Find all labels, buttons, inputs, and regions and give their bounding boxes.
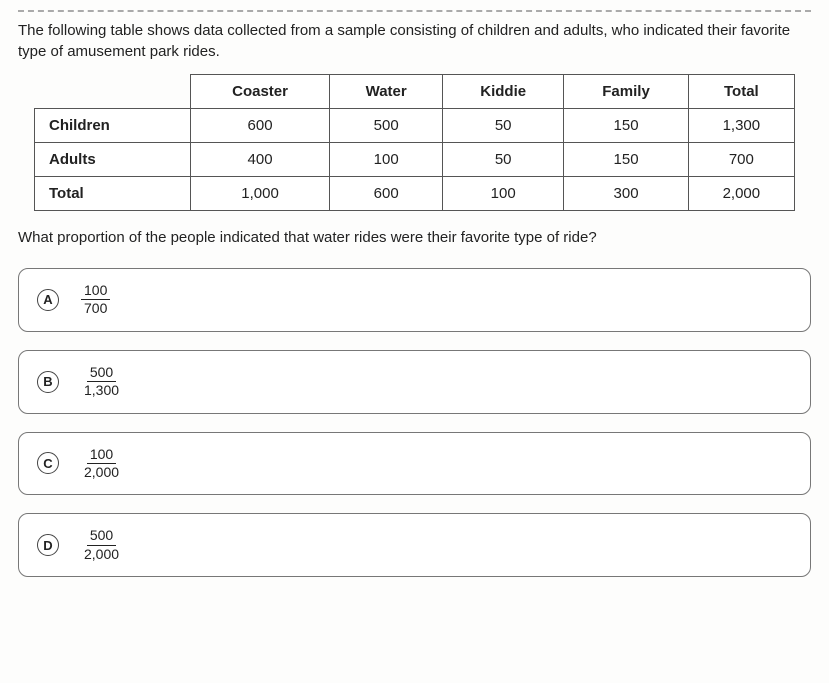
row-label: Children — [35, 109, 191, 143]
data-table: Coaster Water Kiddie Family Total Childr… — [34, 74, 795, 211]
table-row: Children 600 500 50 150 1,300 — [35, 109, 795, 143]
data-table-container: Coaster Water Kiddie Family Total Childr… — [18, 74, 811, 211]
table-cell: 150 — [564, 109, 688, 143]
fraction-denominator: 2,000 — [81, 546, 122, 562]
table-row: Adults 400 100 50 150 700 — [35, 143, 795, 177]
table-cell: 50 — [443, 143, 564, 177]
option-letter: C — [37, 452, 59, 474]
table-corner-cell — [35, 75, 191, 109]
option-a[interactable]: A 100 700 — [18, 268, 811, 332]
option-fraction: 100 700 — [81, 283, 110, 317]
fraction-denominator: 700 — [81, 300, 110, 316]
table-cell: 700 — [688, 143, 794, 177]
col-header: Coaster — [190, 75, 329, 109]
fraction-numerator: 500 — [87, 528, 116, 545]
col-header: Kiddie — [443, 75, 564, 109]
option-letter: B — [37, 371, 59, 393]
page-divider — [18, 10, 811, 14]
question-text: What proportion of the people indicated … — [18, 229, 811, 246]
option-fraction: 500 1,300 — [81, 365, 122, 399]
option-letter: D — [37, 534, 59, 556]
table-row: Total 1,000 600 100 300 2,000 — [35, 177, 795, 211]
table-cell: 100 — [443, 177, 564, 211]
fraction-numerator: 500 — [87, 365, 116, 382]
table-cell: 100 — [330, 143, 443, 177]
table-cell: 2,000 — [688, 177, 794, 211]
fraction-numerator: 100 — [81, 283, 110, 300]
fraction-numerator: 100 — [87, 447, 116, 464]
option-b[interactable]: B 500 1,300 — [18, 350, 811, 414]
row-label: Adults — [35, 143, 191, 177]
col-header: Family — [564, 75, 688, 109]
table-cell: 1,300 — [688, 109, 794, 143]
col-header: Water — [330, 75, 443, 109]
options-list: A 100 700 B 500 1,300 C 100 2,000 D 500 … — [18, 268, 811, 577]
fraction-denominator: 1,300 — [81, 382, 122, 398]
table-cell: 150 — [564, 143, 688, 177]
table-cell: 600 — [330, 177, 443, 211]
table-cell: 600 — [190, 109, 329, 143]
col-header: Total — [688, 75, 794, 109]
table-cell: 1,000 — [190, 177, 329, 211]
prompt-text: The following table shows data collected… — [18, 20, 811, 62]
option-letter: A — [37, 289, 59, 311]
fraction-denominator: 2,000 — [81, 464, 122, 480]
row-label: Total — [35, 177, 191, 211]
option-fraction: 100 2,000 — [81, 447, 122, 481]
table-cell: 400 — [190, 143, 329, 177]
option-c[interactable]: C 100 2,000 — [18, 432, 811, 496]
option-fraction: 500 2,000 — [81, 528, 122, 562]
table-cell: 50 — [443, 109, 564, 143]
table-header-row: Coaster Water Kiddie Family Total — [35, 75, 795, 109]
option-d[interactable]: D 500 2,000 — [18, 513, 811, 577]
table-cell: 500 — [330, 109, 443, 143]
table-cell: 300 — [564, 177, 688, 211]
